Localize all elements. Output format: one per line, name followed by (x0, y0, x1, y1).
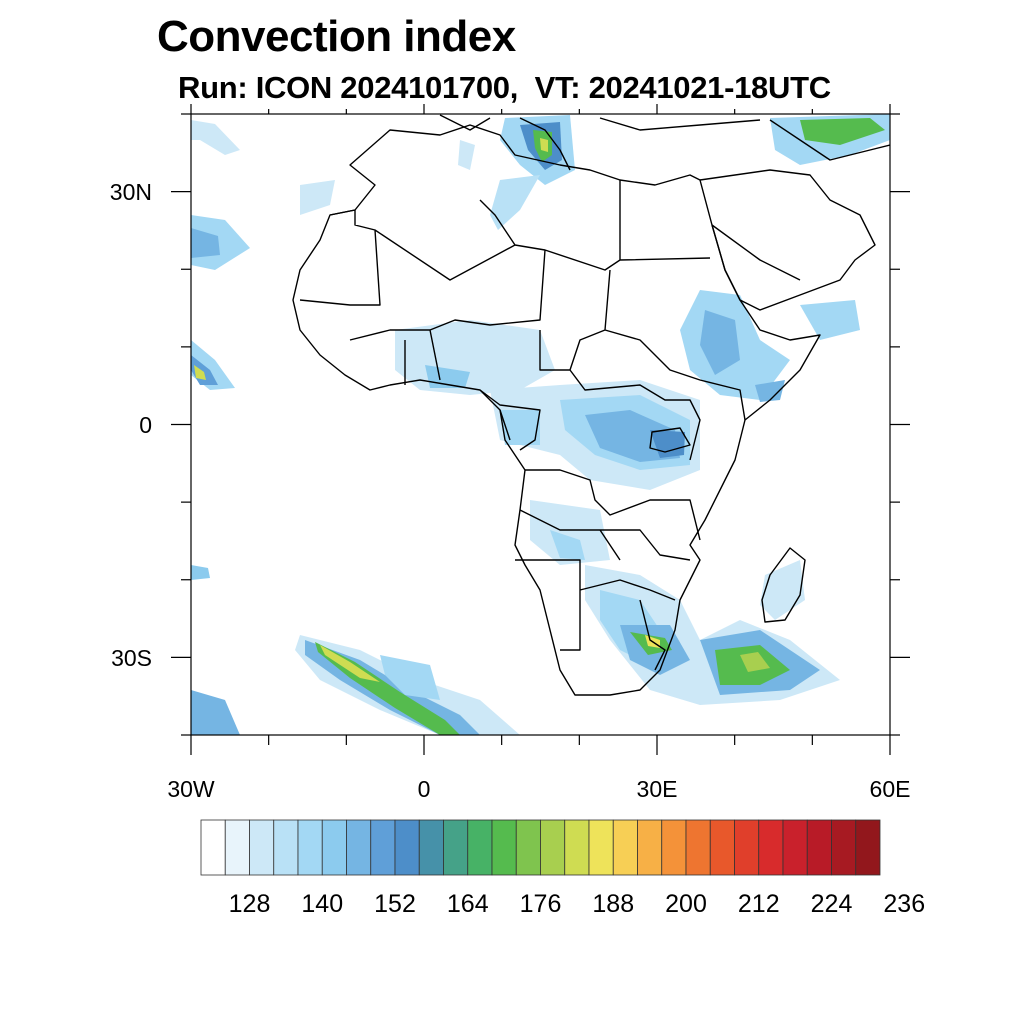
field-patch (500, 410, 540, 445)
field-patch (800, 300, 860, 340)
colorbar-box (758, 819, 784, 876)
colorbar-label: 164 (447, 890, 489, 918)
field-patch (191, 690, 240, 735)
colorbar-label: 212 (738, 890, 780, 918)
colorbar (200, 819, 881, 876)
colorbar-label: 200 (665, 890, 707, 918)
chart-title: Convection index (157, 12, 516, 61)
x-tick-label: 0 (418, 776, 431, 802)
colorbar-box (273, 819, 299, 876)
colorbar-box (297, 819, 323, 876)
lake-victoria (649, 427, 691, 453)
colorbar-box (637, 819, 663, 876)
field-patch (530, 500, 610, 565)
y-tick-label: 30S (111, 645, 152, 671)
field-patch (540, 138, 548, 152)
colorbar-labels: 128 140 152 164 176 188 200 212 224 236 (229, 890, 925, 918)
colorbar-box (515, 819, 541, 876)
colorbar-box (612, 819, 638, 876)
madagascar-outline (761, 547, 806, 623)
colorbar-box (491, 819, 517, 876)
convection-field (191, 114, 890, 735)
x-tick-label: 30E (637, 776, 678, 802)
colorbar-label: 236 (883, 890, 925, 918)
colorbar-box (564, 819, 590, 876)
y-tick-label: 0 (139, 412, 152, 438)
x-tick-label: 30W (167, 776, 215, 802)
europe-coastline (439, 114, 761, 171)
colorbar-label: 152 (374, 890, 416, 918)
colorbar-box (249, 819, 275, 876)
axis-ticks (171, 104, 910, 755)
colorbar-box (200, 819, 226, 876)
colorbar-box (709, 819, 735, 876)
colorbar-box (831, 819, 857, 876)
field-patch (800, 118, 885, 145)
field-patch (191, 228, 220, 258)
colorbar-box (443, 819, 469, 876)
x-tick-label: 60E (870, 776, 911, 802)
country-borders (299, 180, 746, 671)
field-patch (300, 180, 335, 215)
field-patch (191, 565, 210, 580)
colorbar-box (855, 819, 881, 876)
colorbar-box (224, 819, 250, 876)
arabia-coastline (699, 119, 890, 311)
field-patch (700, 310, 740, 375)
colorbar-label: 140 (301, 890, 343, 918)
colorbar-box (321, 819, 347, 876)
colorbar-box (540, 819, 566, 876)
field-patch (320, 645, 380, 682)
colorbar-box (685, 819, 711, 876)
field-patch (194, 365, 206, 380)
colorbar-box (467, 819, 493, 876)
y-tick-label: 30N (110, 179, 152, 205)
colorbar-box (661, 819, 687, 876)
field-patch (458, 140, 475, 170)
colorbar-box (588, 819, 614, 876)
field-patch (550, 530, 585, 560)
colorbar-label: 188 (592, 890, 634, 918)
africa-coastline (292, 124, 821, 696)
field-patch (380, 655, 440, 700)
colorbar-box (806, 819, 832, 876)
colorbar-box (370, 819, 396, 876)
colorbar-box (782, 819, 808, 876)
field-patch (755, 380, 785, 402)
colorbar-label: 224 (811, 890, 853, 918)
coastlines-borders (292, 114, 890, 696)
field-patch (395, 320, 555, 395)
field-patch (760, 560, 805, 620)
colorbar-label: 128 (229, 890, 271, 918)
colorbar-box (394, 819, 420, 876)
colorbar-box (346, 819, 372, 876)
colorbar-box (734, 819, 760, 876)
colorbar-label: 176 (520, 890, 562, 918)
chart-subtitle: Run: ICON 2024101700, VT: 20241021-18UTC (178, 70, 831, 105)
colorbar-box (418, 819, 444, 876)
field-patch (191, 120, 240, 155)
field-patch (740, 652, 770, 672)
field-patch (490, 175, 540, 230)
